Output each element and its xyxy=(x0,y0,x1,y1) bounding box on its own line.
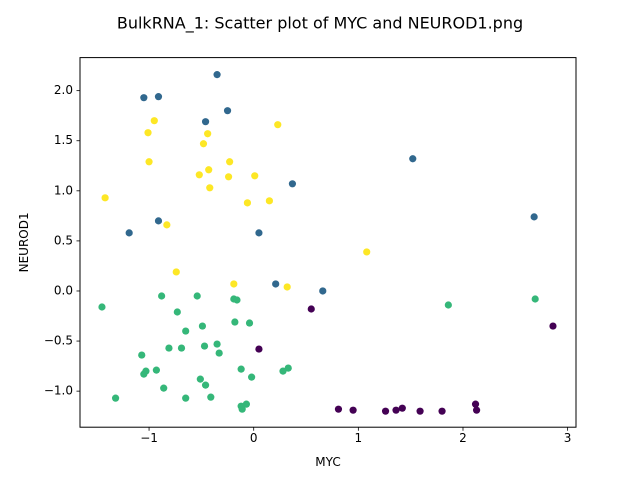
scatter-point xyxy=(201,381,210,389)
scatter-point xyxy=(165,344,173,352)
x-tick-label: 2 xyxy=(459,431,467,445)
scatter-point xyxy=(438,407,446,415)
scatter-point xyxy=(319,287,327,295)
scatter-point xyxy=(409,155,417,163)
scatter-point xyxy=(549,322,557,330)
scatter-point xyxy=(196,375,204,383)
scatter-point xyxy=(152,366,160,374)
scatter-point xyxy=(200,342,209,350)
scatter-point xyxy=(154,93,163,101)
scatter-point xyxy=(101,194,109,202)
scatter-point xyxy=(198,322,207,330)
scatter-point xyxy=(238,405,246,413)
scatter-point xyxy=(98,303,106,311)
scatter-point xyxy=(255,229,263,237)
scatter-point xyxy=(530,213,538,221)
scatter-point xyxy=(231,318,239,326)
y-tick-label: 1.0 xyxy=(54,183,73,197)
scatter-point xyxy=(283,283,291,291)
scatter-point xyxy=(215,349,223,357)
y-tick-label: 0.0 xyxy=(54,283,73,297)
scatter-point xyxy=(392,406,400,414)
scatter-point xyxy=(201,118,210,126)
scatter-point xyxy=(471,400,480,408)
scatter-point xyxy=(154,217,163,225)
scatter-point xyxy=(245,319,254,327)
scatter-point xyxy=(145,158,153,166)
y-axis-ticks: −1.0 −0.5 0.0 0.5 1.0 1.5 2.0 xyxy=(44,83,80,398)
scatter-point xyxy=(213,71,221,79)
scatter-point xyxy=(160,384,168,392)
y-axis-label: NEUROD1 xyxy=(17,212,31,272)
scatter-point xyxy=(272,280,280,288)
data-points xyxy=(98,71,557,415)
scatter-point xyxy=(531,295,539,303)
scatter-point xyxy=(307,305,315,313)
scatter-point xyxy=(158,292,166,300)
scatter-point xyxy=(172,268,180,276)
scatter-point xyxy=(213,340,221,348)
scatter-point xyxy=(349,406,357,414)
x-axis-label: MYC xyxy=(315,455,340,469)
scatter-point xyxy=(334,405,343,413)
x-tick-label: 1 xyxy=(355,431,363,445)
scatter-point xyxy=(199,140,208,148)
scatter-point xyxy=(363,248,371,256)
scatter-point xyxy=(140,94,148,102)
scatter-point xyxy=(138,351,146,359)
x-tick-label: 3 xyxy=(564,431,572,445)
scatter-point xyxy=(224,173,233,181)
y-tick-label: −1.0 xyxy=(44,384,73,398)
scatter-point xyxy=(381,407,390,415)
scatter-point xyxy=(182,394,190,402)
scatter-point xyxy=(111,394,120,402)
scatter-point xyxy=(265,197,273,205)
scatter-point xyxy=(204,130,212,138)
scatter-point xyxy=(255,345,263,353)
scatter-point xyxy=(416,407,424,415)
scatter-point xyxy=(177,344,186,352)
x-tick-label: −1 xyxy=(140,431,158,445)
scatter-point xyxy=(182,327,190,335)
scatter-point xyxy=(472,406,481,414)
chart-title: BulkRNA_1: Scatter plot of MYC and NEURO… xyxy=(117,14,523,34)
scatter-point xyxy=(288,180,297,188)
scatter-point xyxy=(251,172,259,180)
scatter-point xyxy=(243,199,252,207)
scatter-point xyxy=(398,404,406,412)
y-tick-label: 1.5 xyxy=(54,133,73,147)
plot-frame xyxy=(79,57,577,428)
scatter-point xyxy=(284,364,292,372)
y-tick-label: −0.5 xyxy=(44,334,73,348)
scatter-point xyxy=(233,296,241,304)
y-tick-label: 0.5 xyxy=(54,233,73,247)
scatter-point xyxy=(444,301,452,309)
scatter-point xyxy=(237,365,245,373)
x-tick-label: 0 xyxy=(250,431,258,445)
scatter-point xyxy=(173,308,181,316)
scatter-point xyxy=(230,280,238,288)
scatter-point xyxy=(207,393,215,401)
scatter-point xyxy=(144,129,152,137)
scatter-point xyxy=(125,229,133,237)
scatter-point xyxy=(193,292,201,300)
scatter-point xyxy=(223,107,232,115)
scatter-point xyxy=(226,158,234,166)
scatter-point xyxy=(163,221,171,229)
x-axis-ticks: −1 0 1 2 3 xyxy=(140,427,571,445)
scatter-point xyxy=(279,367,287,375)
scatter-point xyxy=(195,171,203,179)
scatter-point xyxy=(206,184,214,192)
y-tick-label: 2.0 xyxy=(54,83,73,97)
scatter-point xyxy=(150,117,158,125)
scatter-point xyxy=(248,373,256,381)
scatter-point xyxy=(140,370,148,378)
scatter-point xyxy=(205,166,213,174)
scatter-point xyxy=(274,121,282,129)
